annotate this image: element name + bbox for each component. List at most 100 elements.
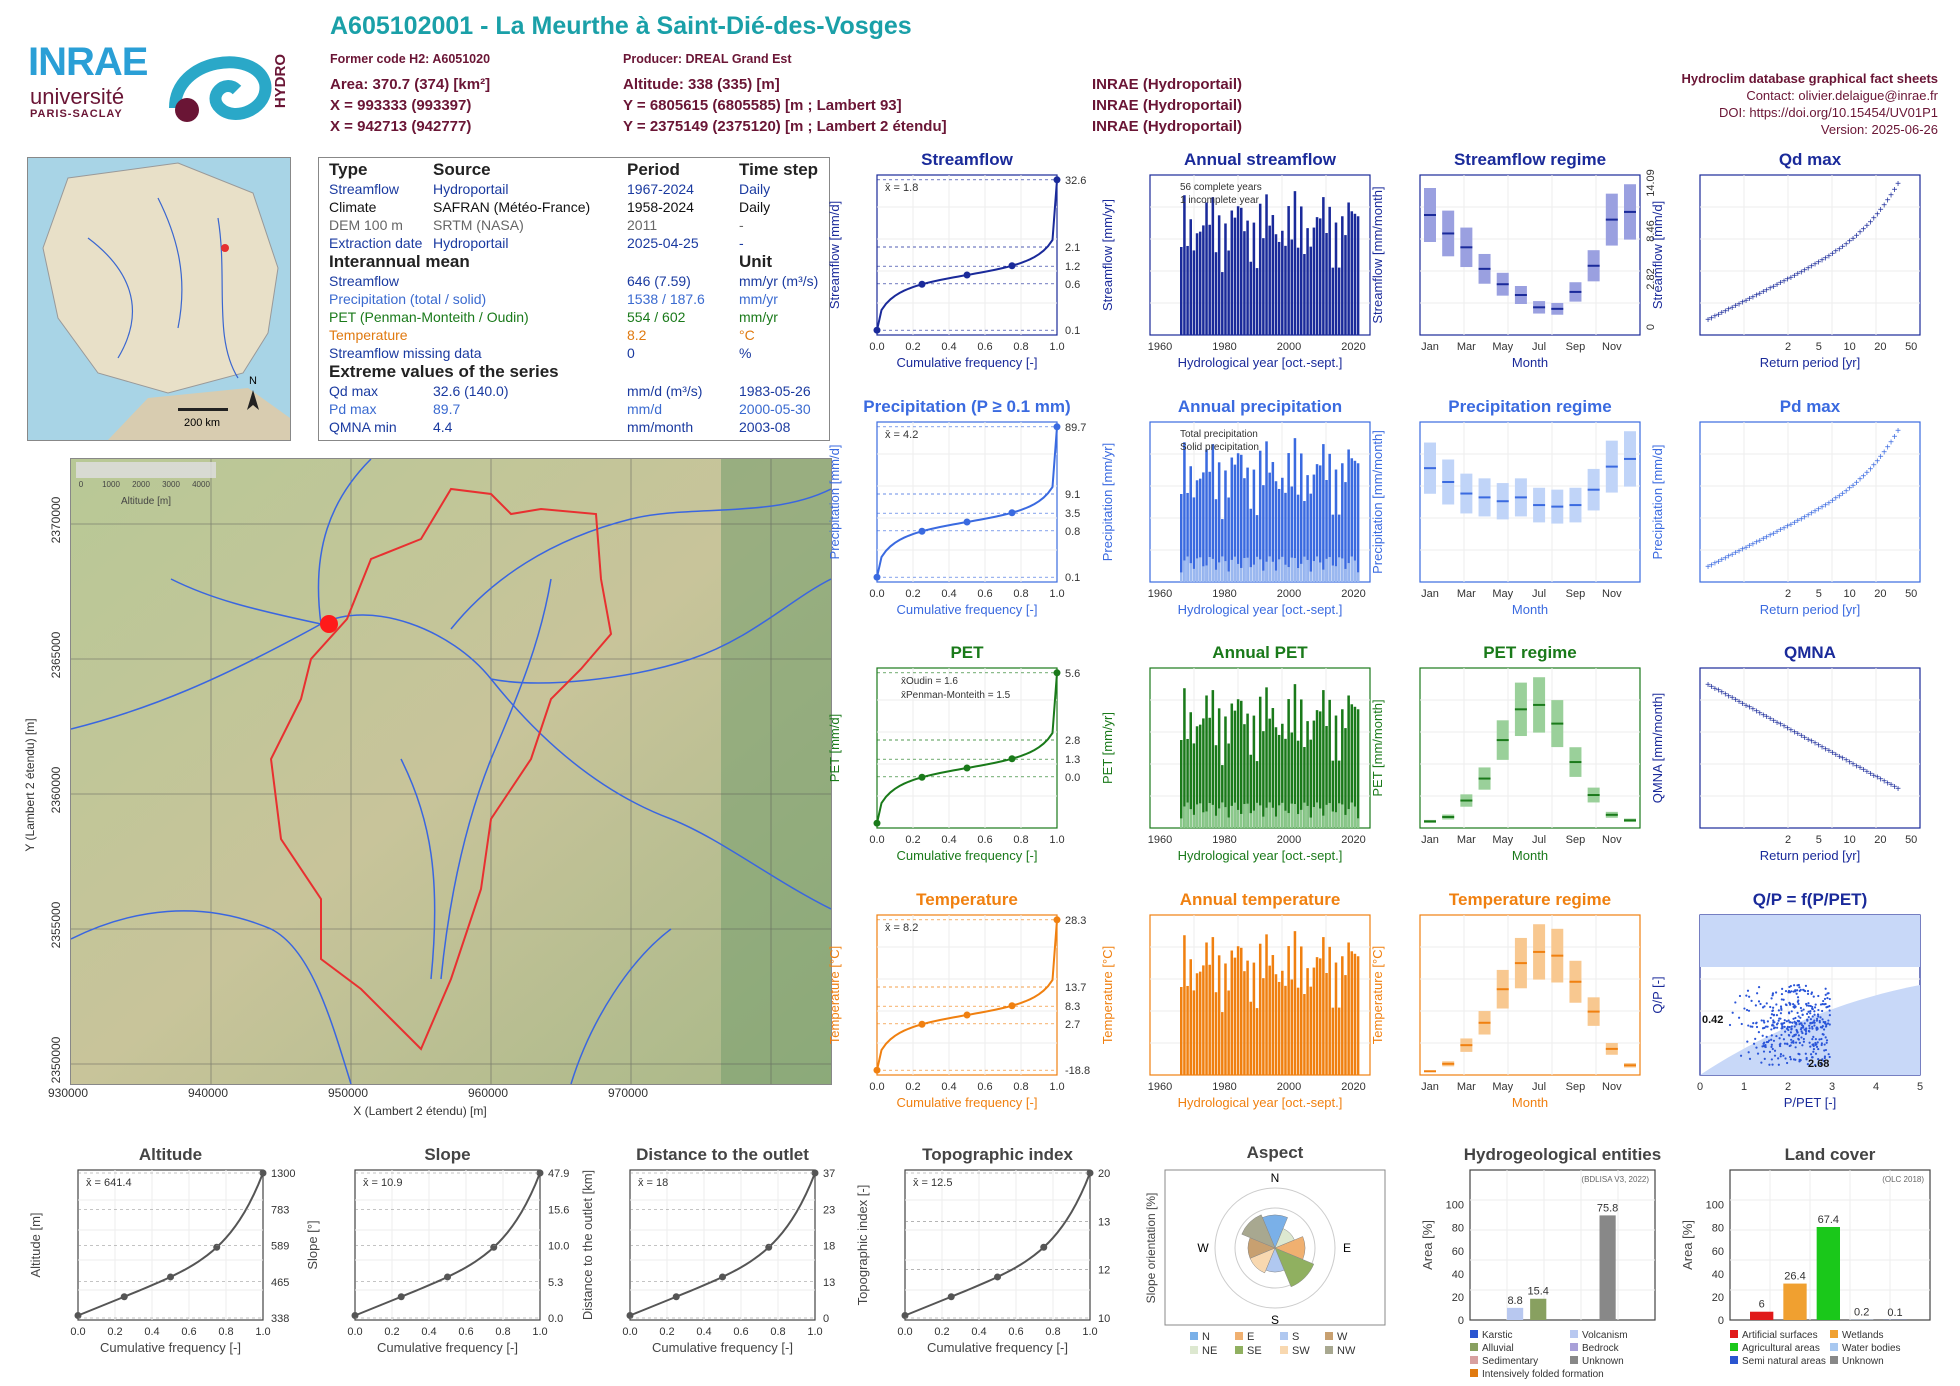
annual_pet-bar2 xyxy=(1202,812,1205,828)
annual_pet-bar2 xyxy=(1312,807,1316,828)
x-lambert93: X = 993333 (993397) xyxy=(330,97,472,114)
pdmax-point: + xyxy=(1861,471,1867,482)
pet-point xyxy=(1053,669,1061,677)
qp-point xyxy=(1808,1041,1811,1044)
temperature-right-tick: -18.8 xyxy=(1065,1065,1090,1077)
qp-point xyxy=(1793,1004,1796,1007)
temperature_regime-month: Sep xyxy=(1566,1081,1586,1093)
qp-point xyxy=(1764,1045,1767,1049)
aspect-sector xyxy=(1265,1247,1285,1273)
precipitation-point xyxy=(963,518,971,526)
qmna-point: + xyxy=(1709,682,1715,693)
annual_temperature-bar xyxy=(1252,962,1256,1075)
annual_pet-bar2 xyxy=(1195,804,1199,828)
qp-point xyxy=(1821,1009,1824,1013)
landcover-note: (OLC 2018) xyxy=(1882,1175,1924,1184)
qp-point xyxy=(1794,990,1797,993)
annual_pet-bar xyxy=(1268,718,1271,828)
pet-legend: x̄Oudin = 1.6 xyxy=(901,676,958,687)
annual_precipitation-bar xyxy=(1312,474,1316,582)
qp-point xyxy=(1782,998,1785,1001)
slope-curve xyxy=(354,1172,541,1317)
qp-point xyxy=(1809,1053,1813,1056)
annual_temperature-bar xyxy=(1246,960,1249,1075)
annual_pet-bar xyxy=(1224,716,1227,828)
qmna-point: + xyxy=(1726,691,1732,702)
qp-point xyxy=(1811,1007,1814,1010)
annual_temperature-bar xyxy=(1306,968,1309,1075)
qmna-point: + xyxy=(1857,763,1863,774)
annual_precipitation-bar2 xyxy=(1233,556,1237,582)
annual_precipitation-bar xyxy=(1347,449,1350,582)
qp-point xyxy=(1781,1025,1784,1028)
qp-point xyxy=(1755,1021,1758,1024)
streamflow_regime-ylabel: Streamflow [mm/month] xyxy=(1370,186,1385,323)
annual_pet-bar2 xyxy=(1255,802,1259,828)
annual_precipitation-bar2 xyxy=(1268,556,1271,582)
qp-point xyxy=(1790,1010,1793,1013)
pet_regime-box xyxy=(1460,794,1473,807)
annual_pet-bar xyxy=(1344,728,1347,828)
annual_precipitation-bar2 xyxy=(1202,566,1205,582)
temperature_regime-box xyxy=(1496,969,1509,1009)
qp-point xyxy=(1826,992,1829,995)
annual_temperature-bar xyxy=(1271,955,1275,1075)
annual_temperature-xtick: 2020 xyxy=(1341,1081,1365,1093)
annual_pet-bar xyxy=(1186,738,1189,828)
streamflow_regime-right-tick: 8.46 xyxy=(1645,220,1657,241)
qp-point xyxy=(1739,1054,1743,1057)
annual_precipitation-bar2 xyxy=(1318,562,1322,582)
annual_precipitation-bar2 xyxy=(1252,564,1256,582)
annual_streamflow-bar xyxy=(1221,272,1224,335)
qp-point xyxy=(1778,1017,1781,1020)
qmna-point: + xyxy=(1788,725,1794,736)
precipitation-point xyxy=(1053,423,1061,431)
qdmax-point: + xyxy=(1881,201,1887,212)
streamflow_regime-box xyxy=(1460,227,1473,268)
qp-point xyxy=(1780,1007,1783,1010)
annual_temperature-bar xyxy=(1347,942,1350,1075)
qp-point xyxy=(1766,1040,1770,1044)
annual_streamflow-bar xyxy=(1183,195,1186,335)
qp-point xyxy=(1772,1019,1775,1022)
qp-point xyxy=(1770,1045,1773,1048)
qp-point xyxy=(1770,997,1773,1000)
annual_pet-bar xyxy=(1315,710,1319,828)
qp-point xyxy=(1789,1002,1792,1005)
qdmax-point: + xyxy=(1812,260,1818,271)
landcover-ytick: 20 xyxy=(1712,1292,1724,1304)
qp-point xyxy=(1825,1023,1828,1026)
annual_temperature-chart: Annual temperature Hydrological year [oct… xyxy=(1100,890,1371,1110)
qmna-point: + xyxy=(1785,723,1791,734)
qmna-xtick: 50 xyxy=(1905,834,1917,846)
annual_precipitation-bar xyxy=(1341,463,1344,582)
qp-point xyxy=(1820,1062,1823,1066)
qp-point xyxy=(1804,1029,1808,1033)
qp-point xyxy=(1772,1013,1776,1016)
qp-point xyxy=(1779,1042,1782,1045)
qp-point xyxy=(1790,1025,1793,1028)
precipitation_regime-box xyxy=(1624,431,1636,487)
annual_pet-bar xyxy=(1195,726,1199,828)
qp-point xyxy=(1805,1027,1808,1030)
annual_temperature-bar xyxy=(1202,965,1205,1075)
qp-point xyxy=(1821,1032,1824,1036)
qp-point xyxy=(1809,1009,1812,1013)
qp-point xyxy=(1761,1045,1764,1048)
altitude-xlabel: Cumulative frequency [-] xyxy=(100,1340,241,1355)
version: Version: 2025-06-26 xyxy=(1820,122,1938,137)
qp-point xyxy=(1781,1022,1784,1025)
qmna-point: + xyxy=(1764,712,1770,723)
streamflow-curve xyxy=(876,179,1058,331)
qp-point xyxy=(1808,1024,1811,1027)
annual_pet-bar2 xyxy=(1249,813,1252,828)
pdmax-ylabel: Precipitation [mm/d] xyxy=(1650,445,1665,560)
annual_pet-bar2 xyxy=(1334,812,1338,828)
annual_precipitation-bar2 xyxy=(1180,572,1183,582)
qp-point xyxy=(1770,1013,1774,1016)
precipitation-right-tick: 89.7 xyxy=(1065,422,1086,434)
qp-point xyxy=(1783,1021,1786,1025)
annual_precipitation-chart: Annual precipitation Hydrological year [o… xyxy=(1100,397,1371,617)
svg-text:950000: 950000 xyxy=(328,1086,368,1100)
slope-point xyxy=(536,1169,544,1177)
